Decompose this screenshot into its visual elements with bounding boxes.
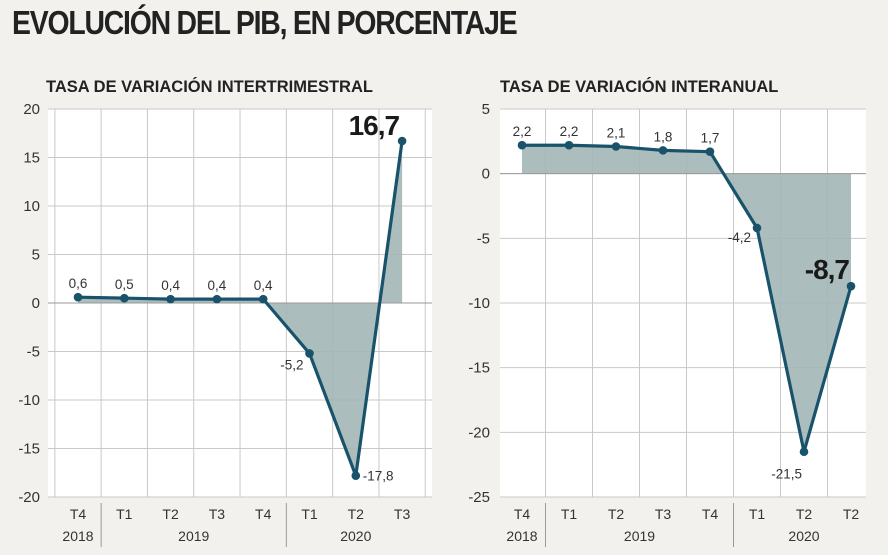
data-point bbox=[564, 140, 574, 150]
y-tick-label: -20 bbox=[468, 424, 490, 441]
year-label: 2020 bbox=[340, 528, 371, 544]
y-tick-label: 0 bbox=[482, 166, 490, 183]
x-tick-label: T2 bbox=[796, 506, 813, 522]
x-tick-label: T3 bbox=[209, 506, 226, 522]
year-label: 2018 bbox=[506, 528, 537, 544]
data-point bbox=[752, 223, 762, 233]
data-point bbox=[305, 349, 314, 358]
y-tick-label: 5 bbox=[482, 101, 490, 118]
data-point bbox=[658, 146, 668, 155]
y-tick-label: 0 bbox=[32, 295, 40, 312]
y-tick-label: -10 bbox=[468, 295, 490, 312]
x-tick-label: T1 bbox=[561, 506, 578, 522]
data-point bbox=[351, 471, 361, 480]
y-tick-label: -10 bbox=[18, 392, 40, 409]
data-label: 0,4 bbox=[254, 278, 273, 293]
year-label: 2019 bbox=[178, 528, 209, 544]
data-point bbox=[166, 294, 175, 304]
series-area bbox=[522, 145, 851, 452]
chart-subtitle: TASA DE VARIACIÓN INTERTRIMESTRAL bbox=[46, 77, 373, 96]
x-tick-label: T2 bbox=[348, 506, 365, 522]
data-point bbox=[846, 281, 856, 291]
data-label-highlight: -8,7 bbox=[805, 254, 850, 285]
series-line bbox=[77, 140, 404, 478]
data-point bbox=[611, 142, 621, 151]
x-tick-label: T1 bbox=[749, 506, 766, 522]
page-title: EVOLUCIÓN DEL PIB, EN PORCENTAJE bbox=[12, 4, 518, 41]
chart-interanual: TASA DE VARIACIÓN INTERANUAL 5 0 -5 -10 -15 -2… bbox=[468, 77, 866, 547]
data-label: -17,8 bbox=[363, 469, 394, 484]
y-tick-label: -15 bbox=[468, 360, 490, 377]
x-tick-label: T4 bbox=[70, 506, 87, 522]
x-tick-label: T1 bbox=[301, 506, 318, 522]
data-label: 0,5 bbox=[115, 277, 134, 292]
y-tick-label: 20 bbox=[23, 101, 40, 118]
data-point bbox=[517, 140, 527, 150]
y-tick-label: 10 bbox=[23, 198, 40, 215]
data-point bbox=[120, 293, 129, 303]
chart-intertrimestral: TASA DE VARIACIÓN INTERTRIMESTRAL 20 15 10 5… bbox=[18, 77, 432, 547]
data-point bbox=[73, 292, 83, 302]
year-label: 2018 bbox=[62, 528, 93, 544]
data-label: 0,4 bbox=[161, 278, 180, 293]
x-tick-label: T3 bbox=[394, 506, 411, 522]
data-point bbox=[705, 147, 715, 156]
data-label-highlight: 16,7 bbox=[349, 110, 400, 141]
x-tick-label: T2 bbox=[608, 506, 625, 522]
data-label: 2,2 bbox=[513, 124, 532, 139]
y-tick-label: -5 bbox=[27, 344, 40, 361]
data-point bbox=[397, 136, 407, 146]
y-tick-label: -15 bbox=[18, 441, 40, 458]
year-label: 2019 bbox=[624, 528, 655, 544]
y-tick-label: -5 bbox=[477, 230, 490, 247]
data-point bbox=[212, 294, 222, 304]
data-label: 0,6 bbox=[69, 276, 88, 291]
x-tick-label: T2 bbox=[162, 506, 179, 522]
series-line bbox=[522, 143, 853, 454]
x-tick-label: T1 bbox=[116, 506, 133, 522]
data-label: -21,5 bbox=[771, 467, 802, 482]
data-label: -4,2 bbox=[728, 230, 751, 245]
data-label: 1,8 bbox=[654, 129, 673, 144]
data-point bbox=[258, 294, 268, 304]
data-label: -5,2 bbox=[280, 357, 303, 372]
chart-subtitle: TASA DE VARIACIÓN INTERANUAL bbox=[500, 77, 778, 96]
y-tick-label: -20 bbox=[18, 489, 40, 506]
x-tick-label: T4 bbox=[514, 506, 531, 522]
data-label: 1,7 bbox=[701, 131, 720, 146]
data-label: 2,2 bbox=[560, 124, 579, 139]
data-label: 2,1 bbox=[607, 126, 626, 141]
x-tick-label: T3 bbox=[655, 506, 672, 522]
x-tick-label: T4 bbox=[255, 506, 272, 522]
data-point bbox=[799, 447, 809, 457]
y-tick-label: 15 bbox=[23, 150, 40, 167]
x-tick-label: T4 bbox=[702, 506, 719, 522]
year-label: 2020 bbox=[788, 528, 819, 544]
x-tick-label: T2 bbox=[843, 506, 860, 522]
data-label: 0,4 bbox=[208, 278, 227, 293]
y-tick-label: -25 bbox=[468, 489, 490, 506]
series-area bbox=[78, 141, 403, 476]
y-tick-label: 5 bbox=[32, 247, 40, 264]
